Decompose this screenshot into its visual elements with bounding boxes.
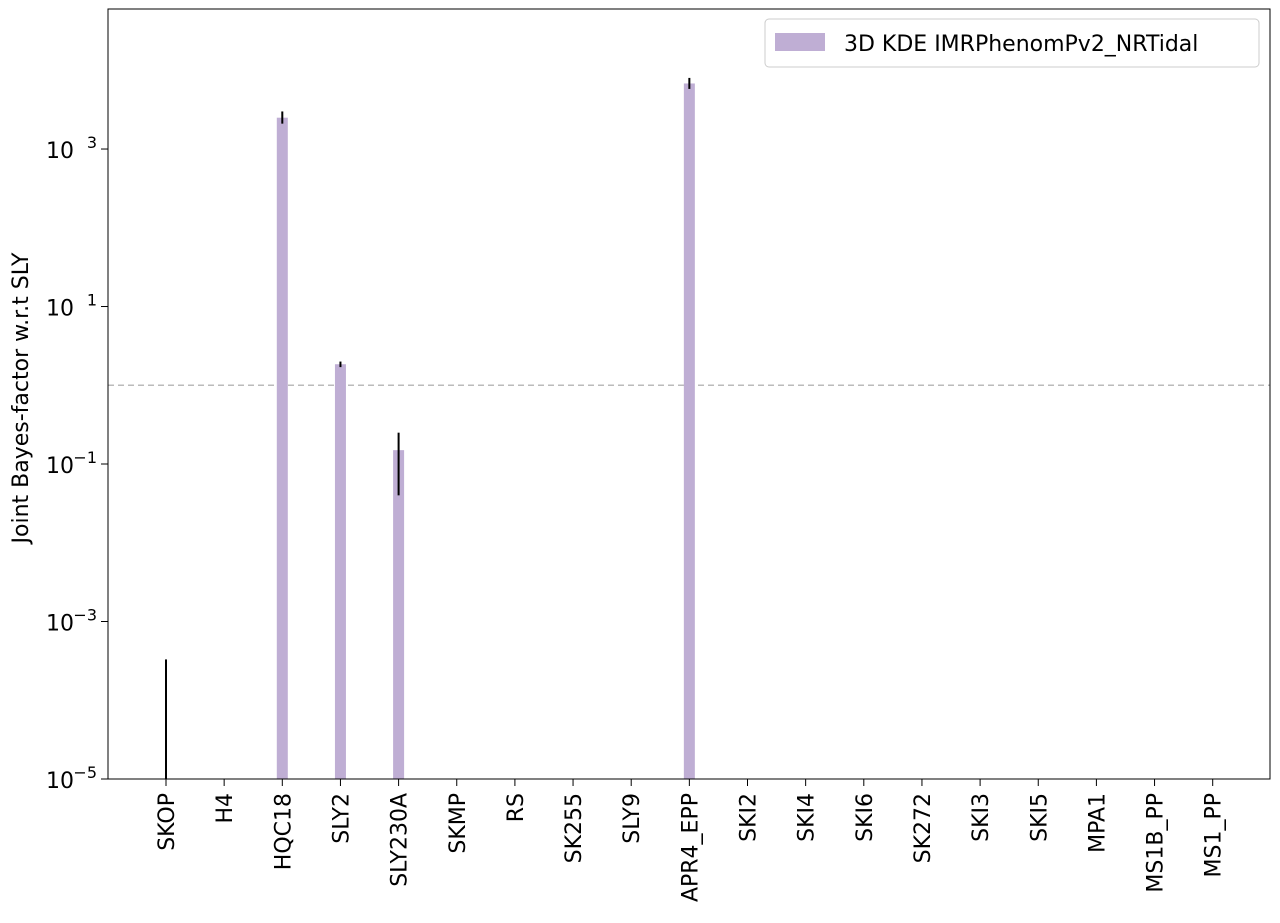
x-axis-ticks: SKOP H4 HQC18 SLY2 SLY230A SKMP RS SK255 SLY9 APR… xyxy=(155,779,1227,902)
y-tick-exponent: −1 xyxy=(73,448,97,467)
x-tick-label-SLY2: SLY2 xyxy=(329,793,354,844)
x-tick-label-SKMP: SKMP xyxy=(446,793,471,854)
y-tick-label: 10−1 xyxy=(46,448,97,479)
bar-APR4_EPP xyxy=(683,83,695,779)
y-tick-label: 10 1 xyxy=(46,291,97,322)
x-tick-label-SKI3: SKI3 xyxy=(969,793,994,842)
x-tick-label-SLY9: SLY9 xyxy=(620,793,645,844)
y-tick-exponent: −5 xyxy=(73,763,97,782)
x-tick-label-RS: RS xyxy=(504,793,529,822)
legend: 3D KDE IMRPhenomPv2_NRTidal xyxy=(764,18,1260,68)
x-tick-label-SKOP: SKOP xyxy=(155,793,180,851)
x-tick-label-APR4_EPP: APR4_EPP xyxy=(678,793,703,902)
x-tick-label-SK255: SK255 xyxy=(562,793,587,863)
y-tick-exponent: 3 xyxy=(87,133,97,152)
axes-frame xyxy=(107,8,1271,780)
x-tick-label-MS1_PP: MS1_PP xyxy=(1202,793,1227,877)
x-tick-label-SKI2: SKI2 xyxy=(737,793,762,842)
bar-HQC18 xyxy=(276,117,288,779)
x-tick-label-SK272: SK272 xyxy=(911,793,936,863)
plot-area xyxy=(108,77,1270,779)
y-tick-exponent: −3 xyxy=(73,606,97,625)
x-tick-label-SKI6: SKI6 xyxy=(853,793,878,842)
bar-SLY230A xyxy=(393,450,405,779)
x-tick-label-HQC18: HQC18 xyxy=(271,793,296,870)
x-tick-label-MS1B_PP: MS1B_PP xyxy=(1144,793,1169,893)
y-tick-exponent: 1 xyxy=(87,291,97,310)
x-tick-label-SLY230A: SLY230A xyxy=(388,793,413,887)
bar-SLY2 xyxy=(334,364,346,779)
x-tick-label-MPA1: MPA1 xyxy=(1085,793,1110,853)
legend-frame xyxy=(764,18,1260,68)
legend-label: 3D KDE IMRPhenomPv2_NRTidal xyxy=(844,32,1198,57)
y-axis-label: Joint Bayes-factor w.r.t SLY xyxy=(9,252,34,546)
legend-swatch xyxy=(775,33,825,51)
x-tick-label-SKI4: SKI4 xyxy=(795,793,820,842)
x-tick-label-H4: H4 xyxy=(213,793,238,824)
x-tick-label-SKI5: SKI5 xyxy=(1027,793,1052,842)
